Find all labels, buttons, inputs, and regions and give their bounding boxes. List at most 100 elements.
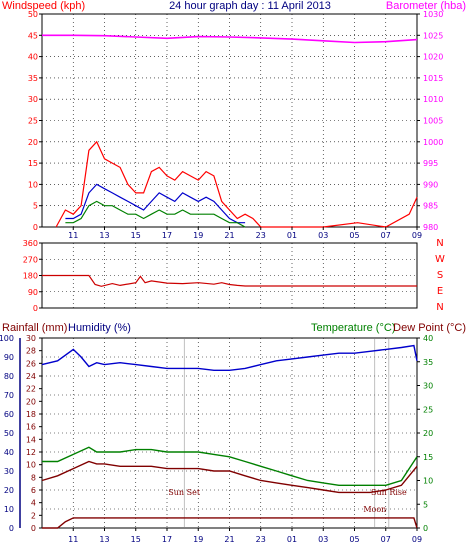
x-tick-label: 23 [256,535,266,544]
panel3-markers: Sun Set Sun Rise Moon [168,338,407,528]
compass-label: W [435,254,445,265]
panel3-series [41,344,418,529]
direction-tick-label: 360 [23,239,38,248]
x-tick-label: 15 [131,231,141,240]
rainfall-tick-label: 6 [31,486,36,495]
direction-tick-label: 270 [23,255,38,264]
x-tick-label: 11 [68,231,78,240]
x-tick-label: 07 [381,231,391,240]
rainfall-tick-label: 2 [31,511,36,520]
panel2-left-ticks: 0 90 180 270 360 [23,239,42,313]
x-tick-label: 23 [256,231,266,240]
chart-title: 24 hour graph day : 11 April 2013 [169,0,331,12]
windspeed-tick-label: 5 [33,202,38,211]
barometer-tick-label: 1005 [423,117,443,126]
sunset-label: Sun Set [168,488,201,497]
x-tick-label: 17 [162,231,172,240]
compass-label: E [437,286,443,297]
humidity-tick-label: 20 [4,486,14,495]
humidity-tick-label: 30 [4,467,14,476]
x-tick-label: 13 [99,535,109,544]
x-tick-label: 03 [318,535,328,544]
panel1-right-ticks: 980 985 990 995 1000 1005 1010 1015 1020 1025 1030 [417,10,443,232]
humidity-tick-label: 40 [4,448,14,457]
panel2-grid [42,243,418,308]
humidity-tick-label: 60 [4,410,14,419]
humidity-tick-label: 10 [4,505,14,514]
x-tick-label: 17 [162,535,172,544]
temperature-tick-label: 0 [423,524,428,533]
humidity-tick-label: 50 [4,429,14,438]
windspeed-tick-label: 20 [28,138,38,147]
direction-tick-label: 180 [23,272,38,281]
series-line-rainfall-mm- [42,517,418,529]
rainfall-tick-label: 0 [31,524,36,533]
temperature-tick-label: 20 [423,429,433,438]
moon-label: Moon [363,505,386,514]
humidity-tick-label: 80 [4,372,14,381]
temperature-tick-label: 40 [423,334,433,343]
x-tick-label: 03 [318,231,328,240]
barometer-tick-label: 1030 [423,10,443,19]
panel1-grid [42,14,418,227]
compass-label: N [436,302,443,313]
humidity-tick-label: 90 [4,353,14,362]
rainfall-tick-label: 10 [26,461,36,470]
x-tick-label: 01 [287,231,297,240]
humidity-ticks: 0 10 20 30 40 50 60 70 80 90 100 [0,334,21,533]
panel3-grid [42,338,418,528]
temperature-tick-label: 35 [423,358,433,367]
temperature-tick-label: 15 [423,453,433,462]
windspeed-tick-label: 50 [28,10,38,19]
x-tick-label: 21 [224,231,234,240]
barometer-tick-label: 985 [423,202,438,211]
rainfall-tick-label: 24 [26,372,36,381]
rainfall-tick-label: 30 [26,334,36,343]
direction-tick-label: 0 [33,304,38,313]
rainfall-tick-label: 12 [26,448,36,457]
barometer-tick-label: 980 [423,223,438,232]
series-line-temperature-c- [42,446,418,486]
barometer-axis-label: Barometer (hba) [386,0,466,12]
barometer-tick-label: 1025 [423,31,443,40]
barometer-tick-label: 1015 [423,74,443,83]
panel3-x-ticks: 11 13 15 17 19 21 23 01 03 05 07 09 [68,528,422,544]
compass-label: N [436,238,443,249]
dewpoint-axis-label: Dew Point (°C) [393,322,466,334]
sunrise-label: Sun Rise [371,488,407,497]
barometer-tick-label: 1010 [423,95,443,104]
series-line-barometer-hba- [42,34,418,44]
temperature-tick-label: 5 [423,500,428,509]
x-tick-label: 07 [381,535,391,544]
temperature-tick-label: 25 [423,405,433,414]
humidity-tick-label: 100 [0,334,14,343]
rainfall-tick-label: 4 [31,499,36,508]
rainfall-tick-label: 18 [26,410,36,419]
rainfall-tick-label: 8 [31,473,36,482]
windspeed-tick-label: 10 [28,180,38,189]
humidity-axis-label: Humidity (%) [68,322,131,334]
x-tick-label: 05 [349,535,359,544]
series-line-dew-point-c- [41,460,418,494]
rainfall-axis-label: Rainfall (mm) [2,322,67,334]
barometer-tick-label: 1020 [423,53,443,62]
x-tick-label: 05 [349,231,359,240]
barometer-tick-label: 1000 [423,138,443,147]
x-tick-label: 13 [99,231,109,240]
temperature-axis-label: Temperature (°C) [311,322,395,334]
windspeed-tick-label: 0 [33,223,38,232]
windspeed-tick-label: 45 [28,31,38,40]
humidity-tick-label: 70 [4,391,14,400]
temperature-ticks: 0 5 10 15 20 25 30 35 40 [417,334,433,533]
windspeed-axis-label: Windspeed (kph) [2,0,85,12]
humidity-tick-label: 0 [9,524,14,533]
windspeed-tick-label: 15 [28,159,38,168]
rainfall-tick-label: 20 [26,397,36,406]
series-line-wind-direction [42,274,417,287]
windspeed-tick-label: 25 [28,117,38,126]
